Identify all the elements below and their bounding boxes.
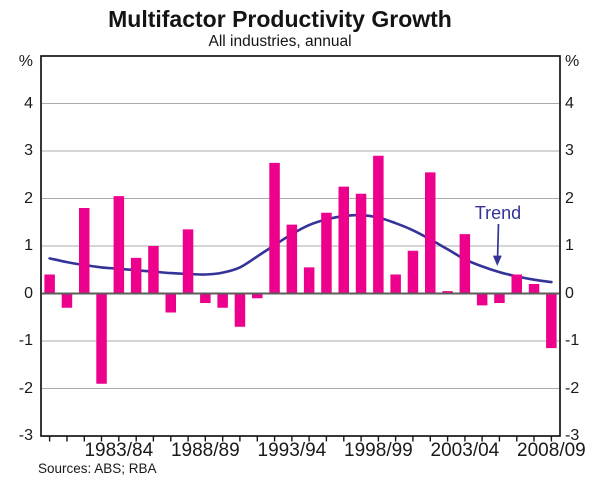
y-axis-right: % 4 3 2 1 0 -1 -2 -3	[565, 0, 599, 489]
x-axis-label-2008/09: 2008/09	[517, 440, 586, 461]
bar-2002/03	[442, 291, 453, 294]
chart-title: Multifactor Productivity Growth	[108, 6, 452, 32]
plot-border	[40, 55, 561, 437]
y-axis-label-1: 1	[565, 237, 574, 254]
bar-1980/81	[61, 293, 73, 308]
bar-1990/91	[234, 293, 246, 327]
bar-1999/00	[390, 274, 401, 294]
bar-2001/02	[425, 172, 436, 294]
y-axis-left: % 4 3 2 1 0 -1 -2 -3	[0, 0, 33, 489]
bar-1994/95	[303, 267, 315, 294]
y-axis-label-4: 4	[565, 94, 574, 112]
y-axis-label--1: -1	[565, 332, 580, 349]
y-axis-label-0: 0	[24, 284, 33, 302]
y-axis-label-1: 1	[24, 237, 33, 254]
y-axis-label--1: -1	[18, 332, 33, 349]
y-axis-unit: %	[565, 53, 580, 70]
y-axis-label-2: 2	[565, 189, 574, 207]
bar-1982/83	[96, 293, 107, 384]
bar-1998/99	[373, 155, 384, 294]
chart-header: Multifactor Productivity Growth All indu…	[0, 5, 560, 51]
chart-subtitle: All industries, annual	[208, 33, 352, 50]
bar-1986/87	[165, 293, 176, 313]
x-axis-label-2003/04: 2003/04	[430, 440, 500, 461]
bar-1989/90	[217, 293, 228, 308]
bar-1995/96	[321, 212, 332, 294]
y-axis-label-2: 2	[24, 189, 33, 207]
y-axis-label--3: -3	[18, 427, 33, 444]
bar-1997/98	[355, 193, 367, 294]
bar-1988/89	[200, 293, 211, 303]
x-axis-label-1998/99: 1998/99	[344, 440, 413, 461]
bar-1993/94	[286, 224, 298, 294]
y-axis-label-3: 3	[565, 142, 574, 159]
bar-1987/88	[182, 229, 194, 294]
bar-1992/93	[269, 162, 280, 294]
bar-1981/82	[79, 208, 90, 294]
sources-note: Sources: ABS; RBA	[38, 461, 157, 476]
x-axis-label-1983/84: 1983/84	[84, 440, 154, 461]
bar-2006/07	[511, 274, 522, 294]
bar-1991/92	[252, 293, 263, 299]
bar-2005/06	[494, 293, 505, 303]
y-axis-label-4: 4	[24, 94, 33, 112]
trend-annotation-label: Trend	[474, 203, 522, 223]
bar-1983/84	[113, 196, 125, 294]
y-axis-label-3: 3	[24, 142, 33, 159]
y-axis-label--2: -2	[18, 379, 33, 397]
bar-2008/09	[546, 293, 557, 349]
x-axis-label-1988/89: 1988/89	[170, 440, 240, 461]
y-axis-unit: %	[18, 53, 33, 70]
bar-1979/80	[44, 274, 55, 294]
y-axis-label--2: -2	[565, 379, 580, 397]
bar-1985/86	[148, 246, 159, 294]
y-axis-label--3: -3	[565, 427, 580, 444]
bar-1996/97	[338, 186, 349, 294]
bar-1984/85	[130, 257, 142, 294]
y-axis-label-0: 0	[565, 284, 574, 302]
bar-2000/01	[407, 250, 419, 294]
bar-2003/04	[459, 234, 471, 294]
bar-2007/08	[528, 284, 540, 294]
x-axis-label-1993/94: 1993/94	[257, 440, 327, 461]
bar-2004/05	[476, 293, 488, 306]
